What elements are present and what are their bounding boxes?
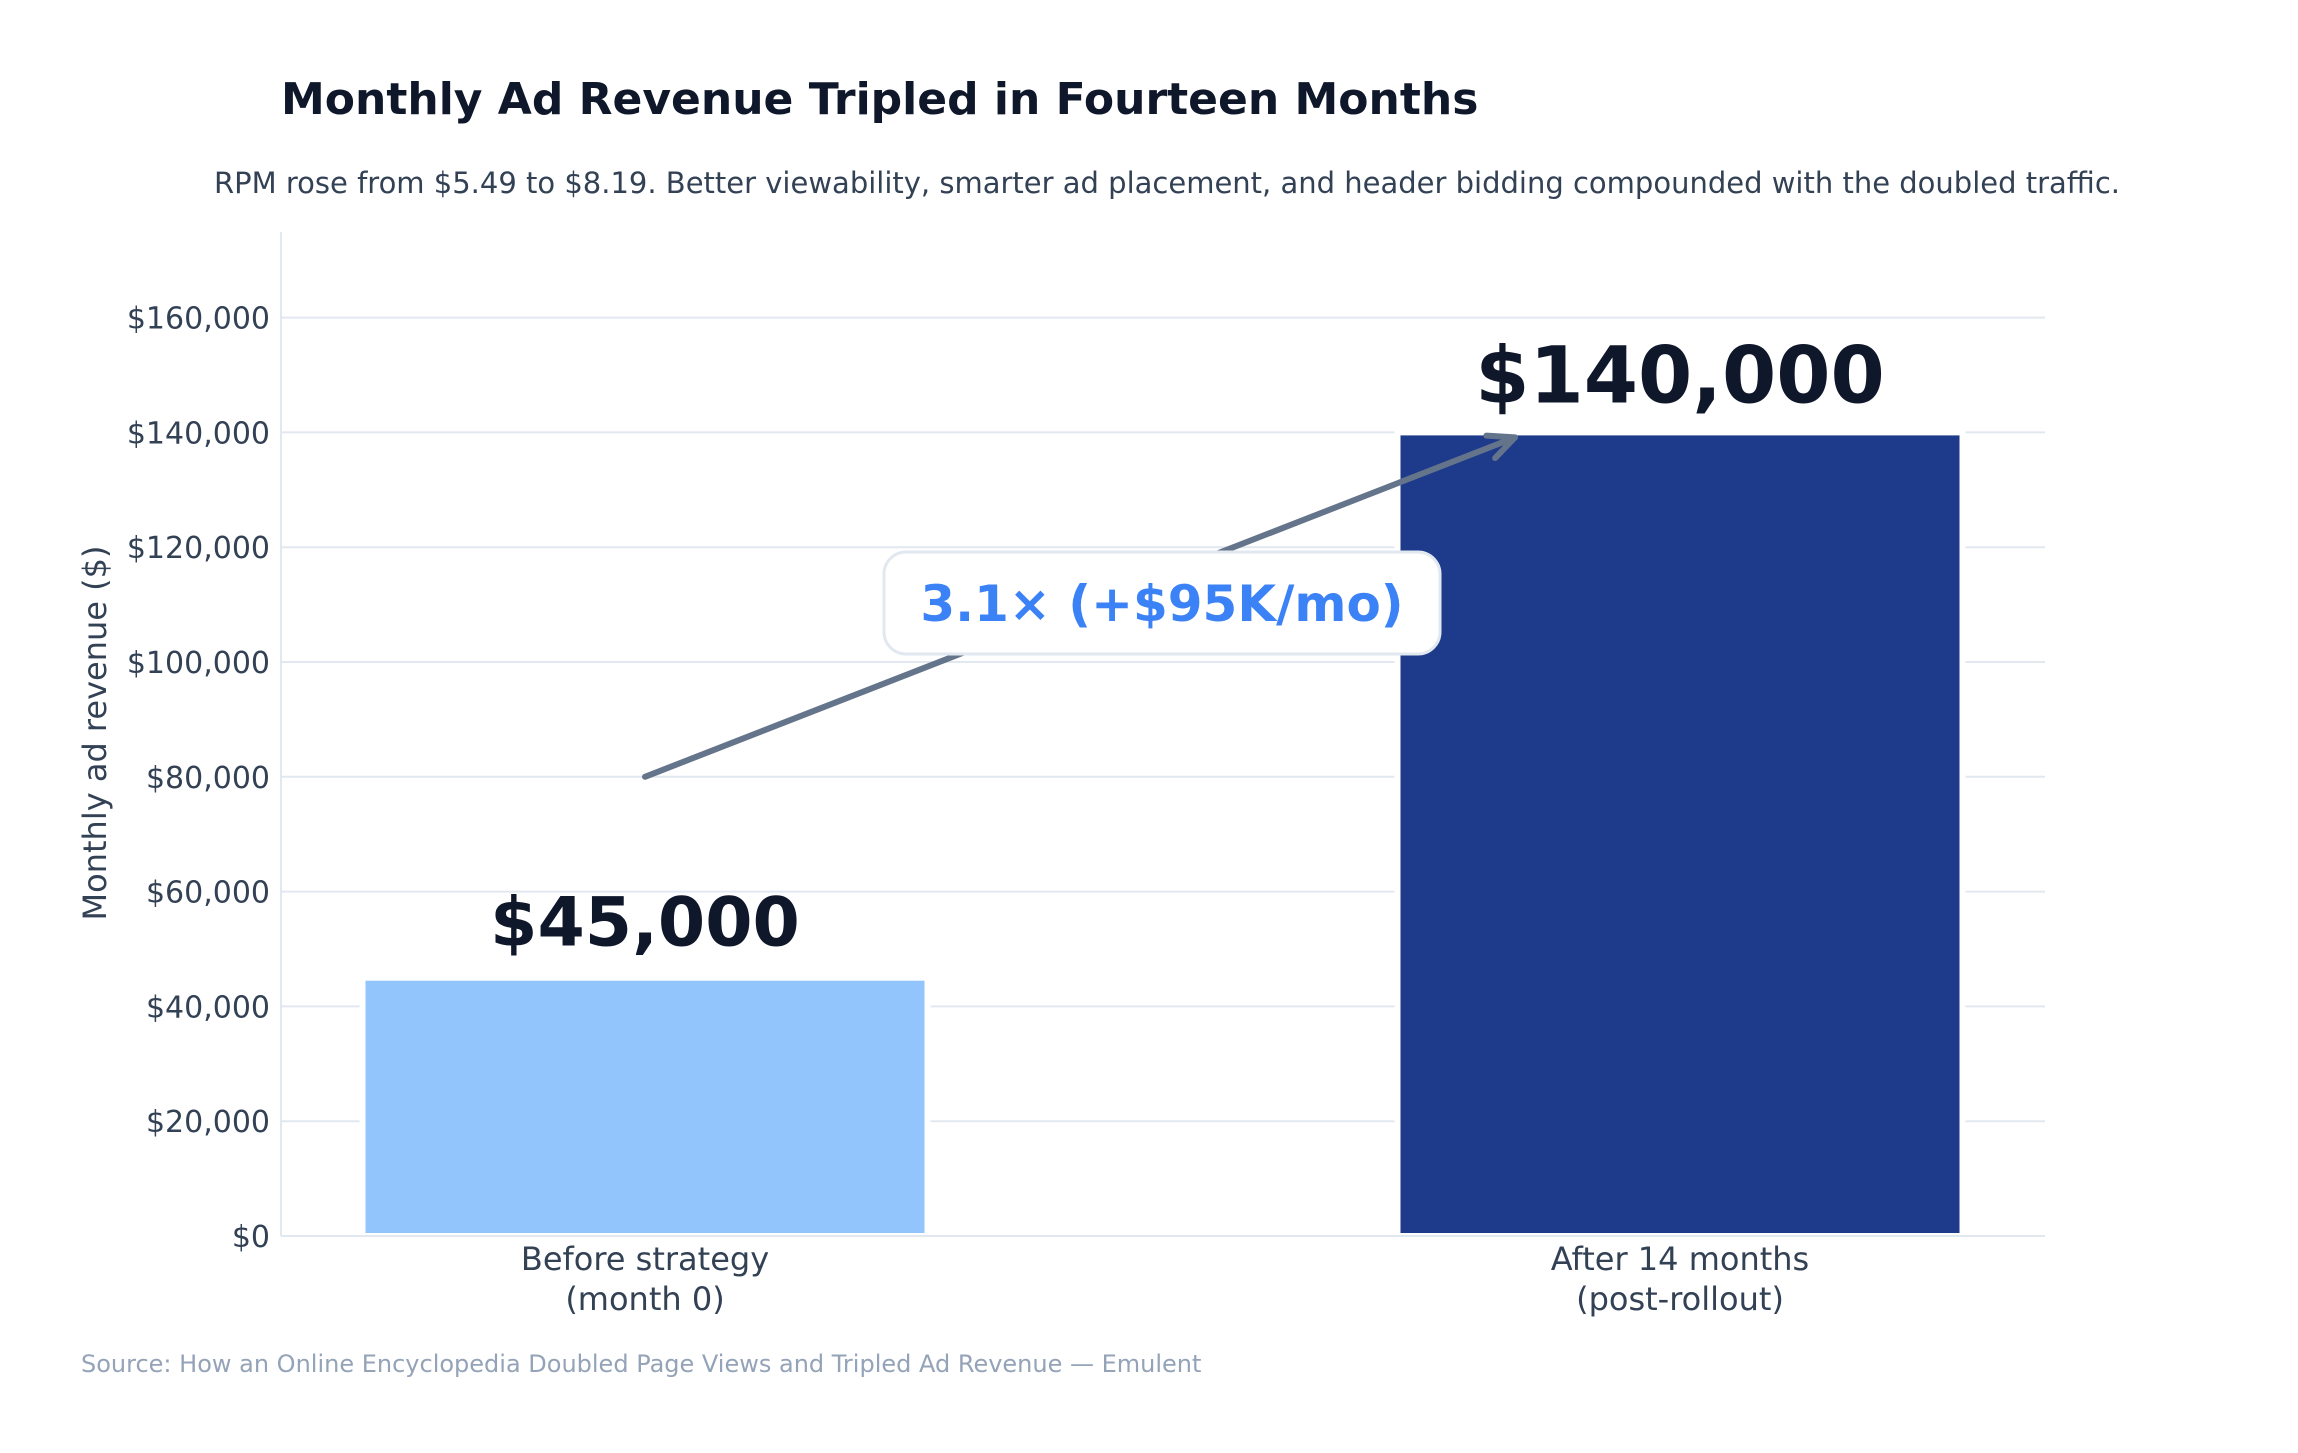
bar-after: [1394, 429, 1966, 1239]
x-category-label: After 14 months (post-rollout): [1551, 1240, 1809, 1318]
axes: [280, 232, 2045, 1237]
x-category-label: Before strategy (month 0): [521, 1240, 769, 1318]
y-tick-label: $80,000: [146, 761, 270, 796]
y-tick-labels: $0 $20,000 $40,000 $60,000 $80,000 $100,000 $1…: [127, 302, 270, 1255]
y-tick-label: $120,000: [127, 531, 270, 566]
growth-annotation: 3.1× (+$95K/mo): [642, 432, 1518, 780]
y-tick-label: $140,000: [127, 416, 270, 451]
value-label: $45,000: [490, 884, 800, 963]
y-tick-label: $60,000: [146, 876, 270, 911]
growth-arrow-head: [1483, 432, 1518, 462]
source-note: Source: How an Online Encyclopedia Doubl…: [81, 1350, 1201, 1378]
value-labels: $45,000 $140,000: [490, 331, 1885, 962]
bars: [359, 429, 1966, 1239]
annotation-box: [882, 550, 1442, 656]
chart-title: Monthly Ad Revenue Tripled in Fourteen M…: [281, 74, 1478, 125]
chart-subtitle: RPM rose from $5.49 to $8.19. Better vie…: [214, 166, 2120, 200]
y-tick-label: $160,000: [127, 302, 270, 337]
x-category-labels: Before strategy (month 0) After 14 months(…: [521, 1240, 1809, 1318]
y-tick-label: $40,000: [146, 990, 270, 1025]
y-tick-label: $20,000: [146, 1105, 270, 1140]
y-tick-label: $100,000: [127, 646, 270, 681]
value-label: $140,000: [1475, 331, 1885, 421]
y-tick-label: $0: [232, 1220, 270, 1255]
y-axis-label: Monthly ad revenue ($): [76, 546, 114, 921]
bar-before: [359, 974, 931, 1239]
annotation-label: 3.1× (+$95K/mo): [920, 575, 1403, 633]
